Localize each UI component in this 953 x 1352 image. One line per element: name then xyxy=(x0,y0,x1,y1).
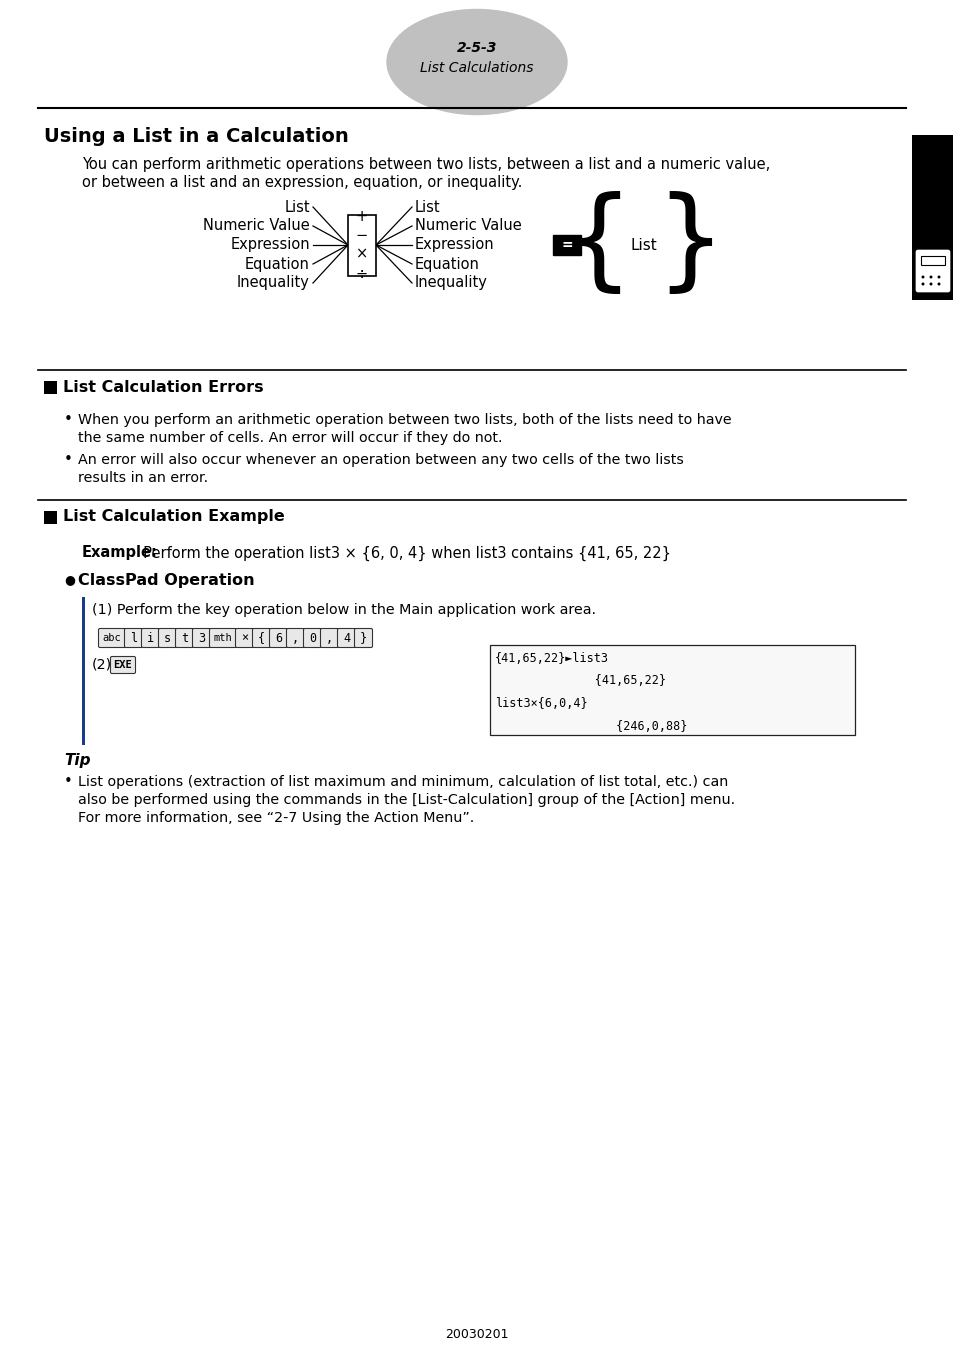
Text: {: { xyxy=(257,631,265,645)
Circle shape xyxy=(928,276,931,279)
Text: 20030201: 20030201 xyxy=(445,1328,508,1340)
Text: =: = xyxy=(560,238,572,251)
Text: 3: 3 xyxy=(197,631,205,645)
FancyBboxPatch shape xyxy=(303,629,321,648)
Text: {41,65,22}: {41,65,22} xyxy=(495,675,665,688)
Text: +: + xyxy=(355,210,368,224)
Text: {246,0,88}: {246,0,88} xyxy=(495,719,687,733)
Text: also be performed using the commands in the [List-Calculation] group of the [Act: also be performed using the commands in … xyxy=(78,794,735,807)
Text: Numeric Value: Numeric Value xyxy=(415,219,521,234)
Text: An error will also occur whenever an operation between any two cells of the two : An error will also occur whenever an ope… xyxy=(78,453,683,466)
FancyBboxPatch shape xyxy=(911,135,953,300)
FancyBboxPatch shape xyxy=(253,629,271,648)
Circle shape xyxy=(921,276,923,279)
FancyBboxPatch shape xyxy=(125,629,142,648)
Text: ,: , xyxy=(292,631,298,645)
FancyBboxPatch shape xyxy=(141,629,159,648)
Text: 0: 0 xyxy=(309,631,315,645)
Text: }: } xyxy=(359,631,367,645)
FancyBboxPatch shape xyxy=(158,629,176,648)
Text: Example:: Example: xyxy=(82,545,157,561)
Text: EXE: EXE xyxy=(113,660,132,671)
Text: Expression: Expression xyxy=(230,238,310,253)
Ellipse shape xyxy=(387,9,566,115)
Text: (2): (2) xyxy=(91,658,112,672)
FancyBboxPatch shape xyxy=(337,629,355,648)
Text: Equation: Equation xyxy=(415,257,479,272)
FancyBboxPatch shape xyxy=(44,381,57,393)
Text: ×: × xyxy=(241,631,248,645)
Text: Using a List in a Calculation: Using a List in a Calculation xyxy=(44,127,349,146)
Text: (1) Perform the key operation below in the Main application work area.: (1) Perform the key operation below in t… xyxy=(91,603,596,617)
Text: ●: ● xyxy=(64,573,74,587)
FancyBboxPatch shape xyxy=(269,629,287,648)
Circle shape xyxy=(928,283,931,285)
Text: •: • xyxy=(64,453,72,468)
Text: t: t xyxy=(181,631,188,645)
Text: Inequality: Inequality xyxy=(415,276,487,291)
Text: List: List xyxy=(630,238,657,253)
Text: List operations (extraction of list maximum and minimum, calculation of list tot: List operations (extraction of list maxi… xyxy=(78,775,727,790)
Text: ÷: ÷ xyxy=(355,266,368,281)
Circle shape xyxy=(937,276,940,279)
Text: ClassPad Operation: ClassPad Operation xyxy=(78,572,254,588)
Text: Inequality: Inequality xyxy=(237,276,310,291)
Circle shape xyxy=(937,283,940,285)
Text: s: s xyxy=(164,631,171,645)
Text: •: • xyxy=(64,775,72,790)
Text: results in an error.: results in an error. xyxy=(78,470,208,485)
FancyBboxPatch shape xyxy=(175,629,193,648)
FancyBboxPatch shape xyxy=(235,629,253,648)
Text: 2-5-3: 2-5-3 xyxy=(456,41,497,55)
Text: −: − xyxy=(355,228,368,243)
Text: Tip: Tip xyxy=(64,753,91,768)
FancyBboxPatch shape xyxy=(355,629,372,648)
FancyBboxPatch shape xyxy=(44,511,57,525)
FancyBboxPatch shape xyxy=(111,657,135,673)
FancyBboxPatch shape xyxy=(915,250,949,292)
FancyBboxPatch shape xyxy=(348,215,375,276)
Text: List Calculations: List Calculations xyxy=(420,61,533,74)
Text: mth: mth xyxy=(213,633,233,644)
Text: List Calculation Errors: List Calculation Errors xyxy=(63,380,263,395)
Text: or between a list and an expression, equation, or inequality.: or between a list and an expression, equ… xyxy=(82,176,522,191)
Text: List: List xyxy=(415,200,440,215)
Text: Numeric Value: Numeric Value xyxy=(203,219,310,234)
Text: You can perform arithmetic operations between two lists, between a list and a nu: You can perform arithmetic operations be… xyxy=(82,157,769,173)
Text: }: } xyxy=(655,192,724,299)
Text: i: i xyxy=(147,631,153,645)
FancyBboxPatch shape xyxy=(82,598,85,745)
FancyBboxPatch shape xyxy=(920,256,944,265)
Text: {: { xyxy=(562,192,632,299)
FancyBboxPatch shape xyxy=(286,629,304,648)
FancyBboxPatch shape xyxy=(98,629,126,648)
FancyBboxPatch shape xyxy=(193,629,211,648)
Text: 6: 6 xyxy=(274,631,282,645)
Circle shape xyxy=(921,283,923,285)
Text: List Calculation Example: List Calculation Example xyxy=(63,510,284,525)
FancyBboxPatch shape xyxy=(553,235,580,256)
Text: {41,65,22}►list3: {41,65,22}►list3 xyxy=(495,652,608,665)
Text: abc: abc xyxy=(103,633,121,644)
Text: 4: 4 xyxy=(342,631,350,645)
Text: ×: × xyxy=(355,247,368,262)
Text: Equation: Equation xyxy=(245,257,310,272)
FancyBboxPatch shape xyxy=(210,629,236,648)
Text: ,: , xyxy=(326,631,333,645)
Text: list3×{6,0,4}: list3×{6,0,4} xyxy=(495,698,587,710)
Text: For more information, see “2-7 Using the Action Menu”.: For more information, see “2-7 Using the… xyxy=(78,811,474,825)
FancyBboxPatch shape xyxy=(320,629,338,648)
Text: the same number of cells. An error will occur if they do not.: the same number of cells. An error will … xyxy=(78,431,502,445)
FancyBboxPatch shape xyxy=(490,645,854,735)
Text: List: List xyxy=(284,200,310,215)
Text: Expression: Expression xyxy=(415,238,494,253)
Text: Perform the operation list3 × {6, 0, 4} when list3 contains {41, 65, 22}: Perform the operation list3 × {6, 0, 4} … xyxy=(133,545,670,561)
Text: When you perform an arithmetic operation between two lists, both of the lists ne: When you perform an arithmetic operation… xyxy=(78,412,731,427)
Text: l: l xyxy=(130,631,137,645)
Text: •: • xyxy=(64,412,72,427)
